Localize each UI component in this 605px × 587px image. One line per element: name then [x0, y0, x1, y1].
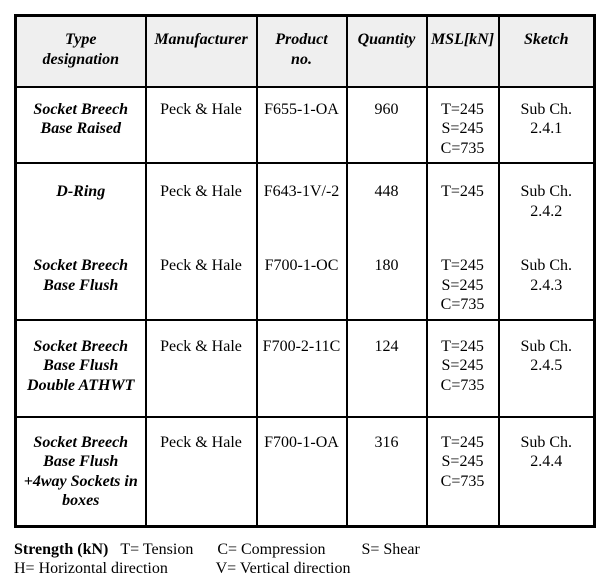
- cell-sketch: Sub Ch. 2.4.1: [497, 85, 596, 165]
- cell-type-designation: Socket Breech Base Raised: [14, 85, 147, 165]
- col-header-type-designation: Type designation: [14, 14, 147, 88]
- lashing-equipment-table: Type designation Manufacturer Product no…: [14, 14, 596, 529]
- cell-sketch: Sub Ch. 2.4.2: [497, 162, 596, 239]
- cell-type-designation: Socket Breech Base Flush Double ATHWT: [14, 318, 147, 418]
- table-row: Socket Breech Base Raised Peck & Hale F6…: [14, 85, 596, 165]
- table-row: D-Ring Peck & Hale F643-1V/-2 448 T=245 …: [14, 162, 596, 239]
- table-row: Socket Breech Base Flush Double ATHWT Pe…: [14, 318, 596, 418]
- cell-quantity: 124: [345, 318, 428, 418]
- cell-msl: T=245 S=245 C=735: [425, 237, 500, 321]
- cell-type-designation: Socket Breech Base Flush: [14, 237, 147, 321]
- strength-legend: Strength (kN) T= Tension C= Compression …: [14, 540, 420, 578]
- cell-type-designation: D-Ring: [14, 162, 147, 239]
- table-row: Socket Breech Base Flush Peck & Hale F70…: [14, 237, 596, 321]
- cell-sketch: Sub Ch. 2.4.5: [497, 318, 596, 418]
- legend-line-2: H= Horizontal direction V= Vertical dire…: [14, 559, 420, 578]
- legend-compression: C= Compression: [217, 541, 326, 558]
- legend-strength-label: Strength (kN): [14, 541, 109, 558]
- table-row: Socket Breech Base Flush +4way Sockets i…: [14, 415, 596, 528]
- cell-product-no: F700-2-11C: [255, 318, 348, 418]
- cell-msl: T=245: [425, 162, 500, 239]
- cell-type-designation: Socket Breech Base Flush +4way Sockets i…: [14, 415, 147, 528]
- col-header-sketch: Sketch: [497, 14, 596, 88]
- cell-manufacturer: Peck & Hale: [144, 162, 258, 239]
- legend-tension: T= Tension: [120, 541, 194, 558]
- cell-sketch: Sub Ch. 2.4.3: [497, 237, 596, 321]
- col-header-manufacturer: Manufacturer: [144, 14, 258, 88]
- legend-vertical: V= Vertical direction: [215, 560, 351, 577]
- cell-manufacturer: Peck & Hale: [144, 415, 258, 528]
- cell-quantity: 180: [345, 237, 428, 321]
- cell-quantity: 316: [345, 415, 428, 528]
- cell-quantity: 448: [345, 162, 428, 239]
- cell-manufacturer: Peck & Hale: [144, 237, 258, 321]
- cell-msl: T=245 S=245 C=735: [425, 85, 500, 165]
- legend-line-1: Strength (kN) T= Tension C= Compression …: [14, 540, 420, 559]
- col-header-product-no: Product no.: [255, 14, 348, 88]
- legend-shear: S= Shear: [361, 541, 420, 558]
- cell-quantity: 960: [345, 85, 428, 165]
- cell-product-no: F643-1V/-2: [255, 162, 348, 239]
- cell-msl: T=245 S=245 C=735: [425, 318, 500, 418]
- cell-manufacturer: Peck & Hale: [144, 318, 258, 418]
- table-header-row: Type designation Manufacturer Product no…: [14, 14, 596, 88]
- col-header-quantity: Quantity: [345, 14, 428, 88]
- legend-horizontal: H= Horizontal direction: [14, 560, 168, 577]
- cell-manufacturer: Peck & Hale: [144, 85, 258, 165]
- cell-product-no: F655-1-OA: [255, 85, 348, 165]
- col-header-msl: MSL[kN]: [425, 14, 500, 88]
- cell-product-no: F700-1-OA: [255, 415, 348, 528]
- cell-product-no: F700-1-OC: [255, 237, 348, 321]
- cell-msl: T=245 S=245 C=735: [425, 415, 500, 528]
- cell-sketch: Sub Ch. 2.4.4: [497, 415, 596, 528]
